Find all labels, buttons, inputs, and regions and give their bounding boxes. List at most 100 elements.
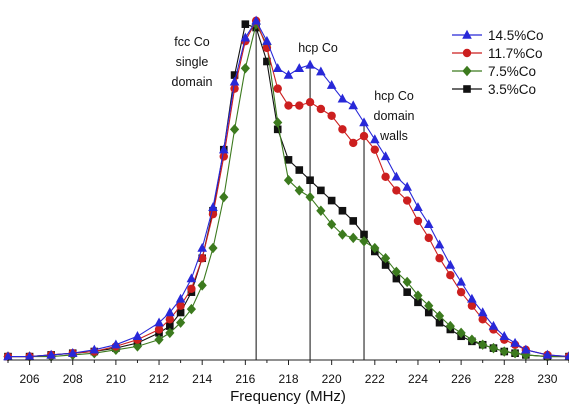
data-point xyxy=(392,186,401,195)
data-point xyxy=(424,233,433,243)
data-point xyxy=(380,253,391,264)
data-point xyxy=(272,63,283,72)
data-point xyxy=(499,346,509,357)
annotation-lines xyxy=(255,20,365,360)
data-point xyxy=(381,261,390,269)
data-point xyxy=(434,310,445,322)
data-point xyxy=(240,63,250,74)
data-point xyxy=(89,344,100,354)
data-point xyxy=(273,84,282,93)
data-point xyxy=(348,100,359,110)
data-point xyxy=(132,331,143,340)
data-point xyxy=(175,293,186,303)
data-point xyxy=(165,315,175,324)
data-point xyxy=(294,185,304,196)
data-point xyxy=(306,176,314,185)
data-point xyxy=(477,307,488,317)
data-point xyxy=(456,327,466,339)
annotation-text: hcp Co xyxy=(298,41,338,55)
legend-marker xyxy=(462,48,472,58)
data-point xyxy=(380,151,391,161)
data-point xyxy=(423,219,434,229)
annotation-text: fcc Co xyxy=(174,35,209,49)
data-point xyxy=(283,69,294,79)
data-point xyxy=(132,341,143,352)
data-point xyxy=(424,300,434,311)
data-point xyxy=(176,317,186,328)
data-point xyxy=(467,301,477,310)
data-point xyxy=(186,303,197,315)
series-11.7%Co xyxy=(3,16,569,361)
data-point xyxy=(219,191,229,203)
x-tick-label: 208 xyxy=(63,372,83,386)
legend: 14.5%Co 11.7%Co 7.5%Co 3.5%Co xyxy=(452,28,544,97)
data-point xyxy=(467,334,477,345)
data-point xyxy=(165,327,175,339)
x-tick-label: 222 xyxy=(365,372,385,386)
legend-item: 7.5%Co xyxy=(452,64,536,79)
data-point xyxy=(229,76,240,86)
data-point xyxy=(467,293,477,303)
data-point xyxy=(305,97,315,107)
data-point xyxy=(478,315,487,324)
data-point xyxy=(111,339,121,349)
data-point xyxy=(240,32,251,42)
data-point xyxy=(488,320,499,330)
axes xyxy=(7,359,569,365)
data-point xyxy=(435,254,444,263)
x-tick-labels: 206 208 210 212 214 216 218 220 222 224 226 228 230 xyxy=(20,372,558,386)
data-point xyxy=(176,301,185,310)
data-point xyxy=(381,172,390,182)
data-point xyxy=(370,145,380,154)
series-14.5%Co xyxy=(3,15,569,361)
legend-label: 14.5%Co xyxy=(488,28,544,43)
legend-marker xyxy=(462,65,472,77)
data-point xyxy=(46,349,56,359)
annotation-text: domain xyxy=(374,109,415,123)
data-point xyxy=(283,175,294,186)
data-point xyxy=(187,284,196,293)
data-point xyxy=(370,242,380,254)
data-point xyxy=(327,111,336,120)
data-point xyxy=(349,138,358,148)
data-point xyxy=(3,351,13,361)
legend-marker xyxy=(462,29,472,39)
data-point xyxy=(305,191,315,203)
data-point xyxy=(456,276,466,286)
annotations: fcc Co single domain hcp Co hcp Co domain wall… xyxy=(172,35,415,143)
data-point xyxy=(251,15,261,25)
data-point xyxy=(197,242,207,252)
data-point xyxy=(24,351,35,361)
data-point xyxy=(360,230,368,239)
data-point xyxy=(413,290,423,301)
data-point xyxy=(446,270,455,280)
x-tick-label: 230 xyxy=(537,372,557,386)
x-tick-label: 216 xyxy=(235,372,255,386)
data-point xyxy=(542,349,553,359)
data-point xyxy=(424,308,433,317)
legend-item: 3.5%Co xyxy=(452,82,536,97)
x-axis-label: Frequency (MHz) xyxy=(230,388,346,405)
legend-item: 14.5%Co xyxy=(452,28,544,43)
data-point xyxy=(316,66,326,76)
data-point xyxy=(402,196,412,205)
data-point xyxy=(564,351,569,361)
data-point xyxy=(370,134,380,144)
x-tick-label: 220 xyxy=(322,372,342,386)
data-point xyxy=(403,288,411,296)
data-point xyxy=(166,322,174,330)
data-point xyxy=(435,318,444,327)
data-point xyxy=(337,229,348,240)
legend-label: 7.5%Co xyxy=(488,64,536,79)
annotation-text: single xyxy=(176,55,209,69)
data-point xyxy=(391,266,401,278)
data-point xyxy=(434,239,445,249)
data-point xyxy=(176,308,185,317)
data-point xyxy=(294,63,305,72)
data-point xyxy=(263,57,271,66)
data-point xyxy=(488,342,499,354)
x-tick-label: 226 xyxy=(451,372,471,386)
data-point xyxy=(392,274,401,283)
data-point xyxy=(229,124,240,135)
data-point xyxy=(359,131,369,141)
